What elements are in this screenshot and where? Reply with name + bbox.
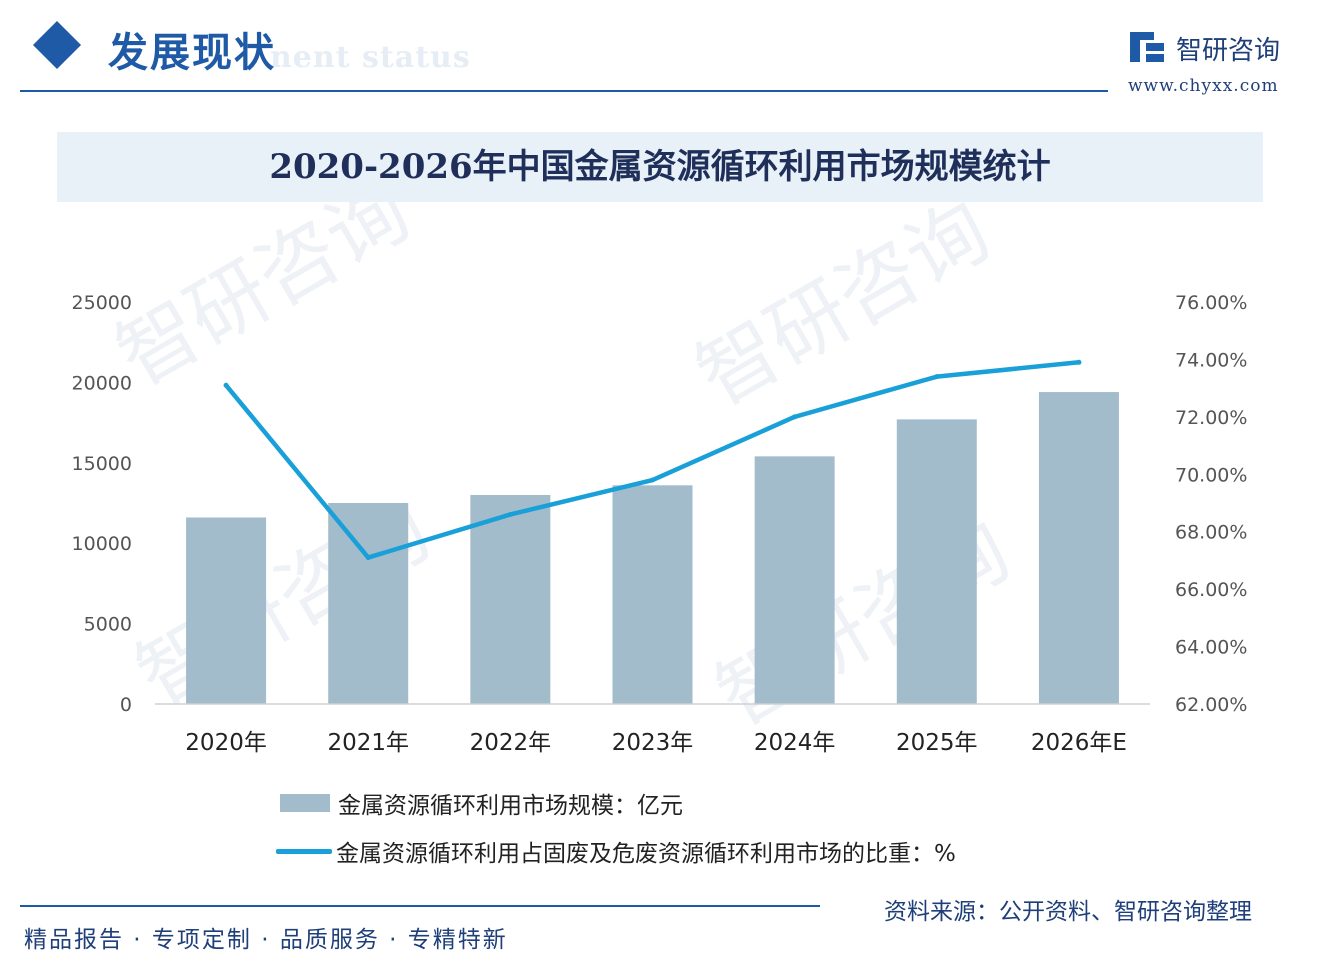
legend-swatch-bar [280,794,330,812]
y-right-tick-label: 76.00% [1175,292,1247,314]
data-source: 资料来源：公开资料、智研咨询整理 [884,899,1252,925]
brand-name: 智研咨询 [1176,36,1281,66]
line-point [650,477,655,483]
y-left-tick-label: 15000 [72,453,132,475]
y-right-tick-label: 72.00% [1175,407,1247,429]
footer-slogan: 精品报告 · 专项定制 · 品质服务 · 专精特新 [24,927,508,953]
footer-divider [20,905,820,907]
bar [754,456,835,704]
y-right-tick-label: 70.00% [1175,464,1247,486]
x-tick-label: 2023年 [612,730,694,756]
x-tick-label: 2020年 [185,730,267,756]
legend-label-line: 金属资源循环利用占固废及危废资源循环利用市场的比重：% [336,841,956,867]
section-subtitle: nent status [270,40,471,75]
line-point [1076,359,1082,365]
line-point [507,511,513,517]
bar [896,419,977,704]
bar [1038,392,1119,704]
y-left-tick-label: 5000 [84,614,132,636]
line-point [934,374,940,380]
y-left-tick-label: 20000 [72,372,132,394]
bar [328,503,409,704]
chart-title: 2020-2026年中国金属资源循环利用市场规模统计 [269,147,1051,187]
legend-swatch-line [276,848,332,854]
legend-item-bar: 金属资源循环利用市场规模：亿元 [280,786,683,820]
brand-logo-icon [1130,32,1164,62]
bar [186,517,267,704]
bar [470,494,551,704]
y-right-tick-label: 64.00% [1175,637,1247,659]
y-right-tick-label: 66.00% [1175,579,1247,601]
x-tick-label: 2021年 [327,730,409,756]
bar [612,485,693,704]
market-chart: 25000 20000 15000 10000 5000 0 76.00% 74.00% 72.… [72,292,1248,756]
y-right-tick-label: 68.00% [1175,522,1247,544]
legend-label-bar: 金属资源循环利用市场规模：亿元 [338,793,683,819]
y-right-tick-label: 74.00% [1175,349,1247,371]
y-left-tick-label: 0 [120,694,132,716]
x-tick-label: 2026年E [1031,730,1127,756]
chart-title-band: 2020-2026年中国金属资源循环利用市场规模统计 [57,132,1263,202]
line-point [223,382,229,388]
line-point [792,414,798,420]
header-divider [20,90,1108,92]
y-left-tick-label: 25000 [72,292,132,314]
x-tick-label: 2025年 [896,730,978,756]
y-right-tick-label: 62.00% [1175,694,1247,716]
section-title: 发展现状 [108,29,276,76]
legend-item-line: 金属资源循环利用占固废及危废资源循环利用市场的比重：% [276,834,956,868]
brand-url: www.chyxx.com [1128,76,1279,96]
x-tick-label: 2024年 [754,730,836,756]
x-tick-label: 2022年 [470,730,552,756]
y-left-tick-label: 10000 [72,533,132,555]
line-point [365,555,371,561]
